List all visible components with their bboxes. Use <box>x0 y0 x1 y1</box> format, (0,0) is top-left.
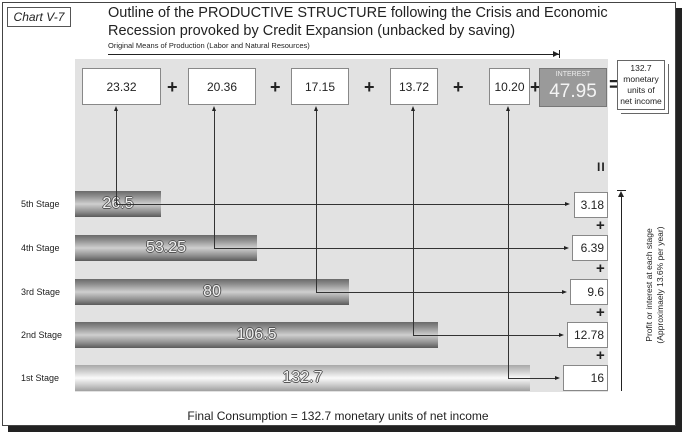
arrow-up-icon <box>506 106 510 111</box>
plus-sign: + <box>596 260 605 277</box>
stage-bar-1: 132.7 <box>75 365 530 391</box>
means-box-1: 23.32 <box>82 68 161 105</box>
profit-box-2: 12.78 <box>567 322 608 348</box>
stage-label-2: 2nd Stage <box>21 330 63 340</box>
profit-box-5: 3.18 <box>574 192 608 218</box>
profit-axis-line-1: Profit or interest at each stage <box>644 228 654 342</box>
arrow-right-icon <box>555 376 560 380</box>
title-line-2: Recession provoked by Credit Expansion (… <box>108 23 516 39</box>
plus-sign: + <box>596 304 605 321</box>
equals-sign: = <box>609 74 621 96</box>
net-income-text: monetary <box>623 74 659 84</box>
connector-line <box>116 111 117 204</box>
connector-line <box>214 248 564 249</box>
connector-line <box>316 111 317 292</box>
means-box-2: 20.36 <box>188 68 256 105</box>
bar-value: 132.7 <box>282 369 323 386</box>
bar-value: 53.25 <box>145 239 187 256</box>
arrow-right-icon <box>559 333 564 337</box>
stage-bar-2: 106.5 <box>75 322 438 348</box>
plus-sign: + <box>270 77 281 97</box>
stage-label-1: 1st Stage <box>21 373 60 383</box>
stage-label-3: 3rd Stage <box>21 287 61 297</box>
profit-box-3: 9.6 <box>570 279 608 305</box>
plus-sign: + <box>596 347 605 364</box>
title-line-1: Outline of the PRODUCTIVE STRUCTURE foll… <box>108 5 608 21</box>
net-income-text: units of <box>627 85 655 95</box>
plus-sign: + <box>596 217 605 234</box>
connector-line <box>508 378 555 379</box>
connector-line <box>316 292 562 293</box>
arrow-up-icon <box>411 106 415 111</box>
chart-title: Outline of the PRODUCTIVE STRUCTURE foll… <box>108 4 608 40</box>
profit-axis-arrow <box>621 193 622 391</box>
arrow-right-icon <box>562 290 567 294</box>
connector-line <box>413 111 414 335</box>
plus-sign: + <box>167 77 178 97</box>
plus-sign: + <box>453 77 464 97</box>
arrow-stop-icon <box>559 50 560 58</box>
bar-value: 26.5 <box>102 195 134 212</box>
stage-label-4: 4th Stage <box>21 243 60 253</box>
profit-axis-line-2: (Approximaely 13.6% per year) <box>655 226 665 344</box>
net-income-text: net income <box>620 96 662 106</box>
net-income-value: 132.7 <box>630 63 652 73</box>
connector-line <box>214 111 215 248</box>
interest-box: INTEREST 47.95 <box>539 68 607 107</box>
arrow-up-icon <box>314 106 318 111</box>
means-box-3: 17.15 <box>291 68 349 105</box>
net-income-box: 132.7 monetary units of net income <box>617 60 665 110</box>
footer-text: Final Consumption = 132.7 monetary units… <box>187 409 489 423</box>
arrow-up-icon <box>114 106 118 111</box>
plus-sign: + <box>364 77 375 97</box>
interest-label: INTEREST <box>555 71 591 78</box>
stage-bar-3: 80 <box>75 279 349 305</box>
arrow-right-icon <box>553 51 559 57</box>
arrow-up-icon <box>212 106 216 111</box>
arrow-stop-icon <box>617 190 626 191</box>
original-means-arrow <box>108 54 560 55</box>
profit-equals-sign: II <box>597 160 606 174</box>
profit-box-4: 6.39 <box>572 235 608 261</box>
connector-line <box>508 111 509 378</box>
bar-value: 80 <box>203 283 221 300</box>
means-box-5: 10.20 <box>489 68 530 105</box>
chart-tag: Chart V-7 <box>7 7 71 27</box>
stage-label-5: 5th Stage <box>21 199 60 209</box>
interest-value: 47.95 <box>549 81 597 102</box>
subtitle: Original Means of Production (Labor and … <box>108 41 310 50</box>
arrow-right-icon <box>565 202 570 206</box>
arrow-right-icon <box>564 246 569 250</box>
bar-value: 106.5 <box>236 326 277 343</box>
means-box-4: 13.72 <box>390 68 438 105</box>
connector-line <box>413 335 559 336</box>
profit-box-1: 16 <box>563 365 608 391</box>
plus-sign: + <box>530 77 541 97</box>
connector-line <box>116 204 565 205</box>
